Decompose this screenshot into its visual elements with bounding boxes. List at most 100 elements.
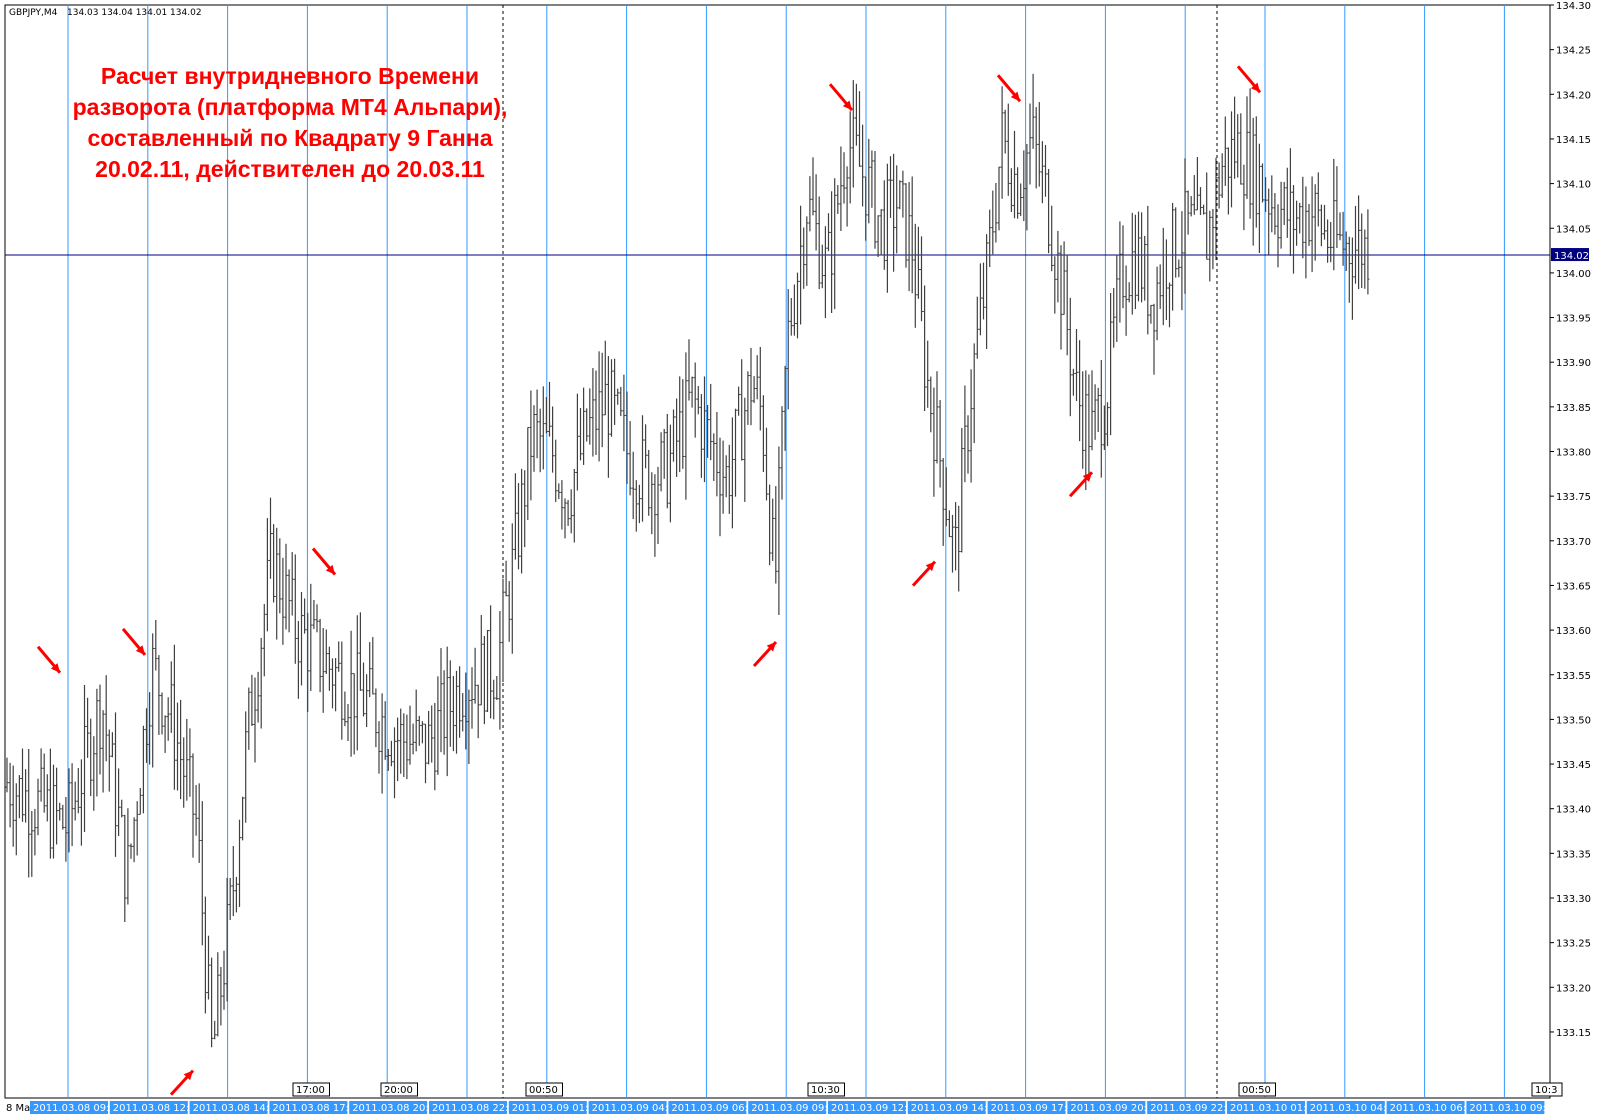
- ohlc-bar: [89, 718, 93, 797]
- ohlc-bar: [275, 527, 279, 640]
- ohlc-bar: [960, 427, 964, 553]
- ohlc-bar: [436, 676, 440, 775]
- y-tick-label: 134.10: [1556, 180, 1591, 191]
- ohlc-bar: [792, 284, 796, 336]
- ohlc-bar: [1282, 181, 1286, 225]
- ohlc-bar: [1226, 147, 1230, 215]
- ohlc-bar: [30, 811, 34, 877]
- svg-text:2011.03.10 04:08: 2011.03.10 04:08: [1310, 1103, 1399, 1114]
- ohlc-bar: [1047, 169, 1051, 254]
- ohlc-bar: [445, 646, 449, 777]
- ohlc-bar: [424, 723, 427, 784]
- ohlc-bar: [814, 174, 818, 251]
- ohlc-bar: [796, 272, 799, 339]
- reversal-arrow-down: [36, 645, 62, 674]
- ohlc-bar: [699, 394, 703, 478]
- ohlc-bar: [709, 383, 713, 461]
- y-tick-label: 133.25: [1556, 939, 1591, 950]
- ohlc-bar: [1161, 227, 1165, 326]
- ohlc-bar: [529, 390, 533, 501]
- ohlc-bar: [820, 244, 824, 289]
- svg-text:2011.03.08 09:28: 2011.03.08 09:28: [33, 1103, 122, 1114]
- ohlc-bar: [1102, 405, 1106, 450]
- ohlc-bar: [1171, 202, 1175, 311]
- ohlc-bar: [916, 226, 920, 299]
- ohlc-bar: [637, 484, 641, 524]
- ohlc-bar: [1335, 166, 1339, 248]
- ohlc-bar: [340, 641, 344, 740]
- ohlc-bar: [163, 715, 167, 753]
- ohlc-bar: [349, 630, 353, 757]
- ohlc-bar: [889, 156, 892, 218]
- ohlc-bar: [433, 702, 437, 791]
- ohlc-bar: [808, 176, 812, 232]
- ohlc-bar: [389, 740, 393, 767]
- ohlc-bar: [141, 725, 145, 814]
- ohlc-bar: [1267, 188, 1271, 255]
- ohlc-bar: [114, 712, 117, 857]
- ohlc-bar: [1264, 177, 1268, 212]
- ohlc-bar: [1177, 259, 1181, 278]
- ohlc-bar: [1257, 143, 1261, 254]
- ohlc-bar: [805, 216, 809, 286]
- ohlc-bar: [1217, 162, 1221, 209]
- ohlc-bar: [355, 615, 359, 751]
- ohlc-bar: [1195, 157, 1199, 211]
- ohlc-bar: [761, 395, 765, 472]
- ohlc-bar: [520, 468, 524, 574]
- ohlc-bar: [668, 424, 672, 523]
- ohlc-bar: [647, 449, 651, 516]
- ohlc-bar: [1199, 187, 1202, 216]
- y-tick-label: 133.75: [1556, 492, 1591, 503]
- price-axis[interactable]: 134.30 134.25 134.20 134.15 134.10 134.05 134.…: [1550, 1, 1591, 1039]
- ohlc-bar: [228, 877, 232, 920]
- chart-area[interactable]: [4, 4, 1551, 1099]
- ohlc-bar: [594, 370, 598, 455]
- svg-text:2011.03.08 17:28: 2011.03.08 17:28: [272, 1103, 361, 1114]
- ohlc-bar: [951, 514, 954, 573]
- ohlc-bar: [746, 371, 750, 425]
- ohlc-bar: [569, 489, 573, 534]
- ohlc-bar: [1174, 207, 1178, 278]
- ohlc-bar: [241, 796, 245, 841]
- ohlc-bar: [678, 376, 682, 473]
- ohlc-bar: [1152, 303, 1156, 375]
- ohlc-bar: [566, 499, 570, 526]
- ohlc-bar: [783, 365, 787, 451]
- ohlc-bar: [613, 358, 617, 425]
- ohlc-bar: [789, 298, 793, 336]
- ohlc-bar: [1230, 111, 1233, 208]
- ohlc-bar: [448, 660, 452, 747]
- ohlc-bar: [1096, 387, 1100, 432]
- ohlc-bar: [901, 170, 905, 218]
- ohlc-bar: [1106, 402, 1109, 447]
- ohlc-bar: [606, 355, 610, 478]
- ohlc-bar: [5, 757, 9, 793]
- ohlc-bar: [492, 679, 496, 720]
- svg-text:2011.03.08 12:08: 2011.03.08 12:08: [113, 1103, 202, 1114]
- ohlc-bar: [73, 781, 77, 821]
- annotation-line-4: 20.02.11, действителен до 20.03.11: [95, 156, 485, 182]
- time-label: 2011.03.08 12:08: [109, 1101, 202, 1114]
- ohlc-bar: [272, 524, 276, 603]
- ohlc-bar: [231, 846, 235, 917]
- ohlc-bar: [628, 421, 632, 496]
- ohlc-bar: [1056, 230, 1060, 303]
- ohlc-bar: [600, 352, 604, 448]
- ohlc-bar: [1332, 158, 1336, 271]
- ohlc-bar: [1366, 209, 1370, 295]
- ohlc-bar: [535, 389, 539, 459]
- ohlc-bar: [138, 787, 142, 815]
- ohlc-bar: [160, 692, 164, 735]
- ohlc-bar: [176, 702, 179, 791]
- annotation-line-3: составленный по Квадрату 9 Ганна: [87, 125, 492, 151]
- ohlc-bar: [1220, 153, 1224, 198]
- ohlc-bar: [873, 151, 877, 249]
- ohlc-bar: [482, 636, 486, 725]
- ohlc-bar: [1081, 371, 1085, 469]
- ohlc-bar: [721, 440, 725, 514]
- ohlc-bar: [408, 705, 412, 765]
- ohlc-bar: [557, 483, 561, 500]
